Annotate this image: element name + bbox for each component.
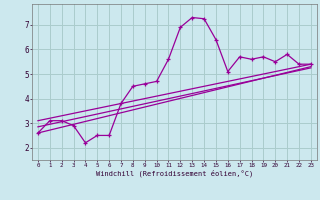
X-axis label: Windchill (Refroidissement éolien,°C): Windchill (Refroidissement éolien,°C) bbox=[96, 169, 253, 177]
